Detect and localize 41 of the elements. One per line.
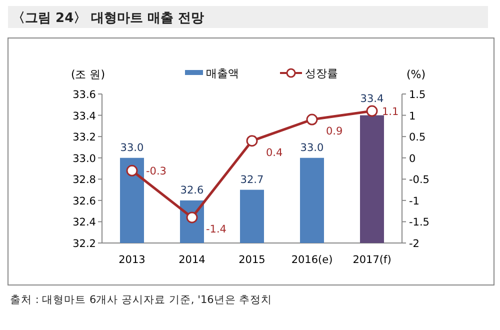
source-note: 출처 : 대형마트 6개사 공시자료 기준, '16년은 추정치 xyxy=(10,294,272,306)
y-tick-label: 32.2 xyxy=(72,238,96,250)
data-label: -1.4 xyxy=(206,223,227,236)
y2-tick-label: 1 xyxy=(409,110,416,122)
legend-label: 매출액 xyxy=(206,67,239,80)
data-label: 0.4 xyxy=(266,146,284,159)
y-tick-label: 33.2 xyxy=(72,132,96,144)
data-label: -0.3 xyxy=(146,166,166,178)
y-tick-label: 33.4 xyxy=(72,110,96,122)
x-tick-label: 2016(e) xyxy=(291,254,333,266)
data-label: 32.7 xyxy=(240,174,264,186)
y-tick-label: 33.6 xyxy=(72,89,96,101)
y2-axis-title: (%) xyxy=(406,68,426,81)
y-tick-label: 32.4 xyxy=(72,216,96,229)
legend-label: 성장률 xyxy=(305,67,338,80)
y2-tick-label: 1.5 xyxy=(409,89,426,101)
y-axis-title: (조 원) xyxy=(70,68,106,81)
y-tick-label: 33.0 xyxy=(72,152,96,165)
y-tick-label: 32.8 xyxy=(72,174,96,186)
point xyxy=(366,105,378,117)
x-tick-label: 2015 xyxy=(238,254,266,266)
data-label: 33.0 xyxy=(300,142,324,154)
data-label: 32.6 xyxy=(180,184,204,196)
y-tick-label: 32.6 xyxy=(72,195,96,208)
x-tick-label: 2017(f) xyxy=(352,254,392,266)
y2-tick-label: 0 xyxy=(409,152,416,165)
y2-tick-label: 0.5 xyxy=(409,132,426,144)
chart-title: 〈그림 24〉 대형마트 매출 전망 xyxy=(12,11,204,26)
data-label: 33.4 xyxy=(360,93,384,106)
y2-tick-label: -1.5 xyxy=(409,216,430,229)
data-label: 33.0 xyxy=(120,142,144,154)
data-label: 0.9 xyxy=(326,126,343,138)
x-tick-label: 2014 xyxy=(178,254,206,266)
x-tick-label: 2013 xyxy=(118,254,146,266)
data-label: 1.1 xyxy=(382,106,399,118)
point xyxy=(126,164,138,176)
point xyxy=(306,114,318,126)
y2-tick-label: -2 xyxy=(409,238,420,250)
y2-tick-label: -1 xyxy=(409,195,420,208)
y2-tick-label: -0.5 xyxy=(409,174,430,186)
point xyxy=(246,135,258,147)
